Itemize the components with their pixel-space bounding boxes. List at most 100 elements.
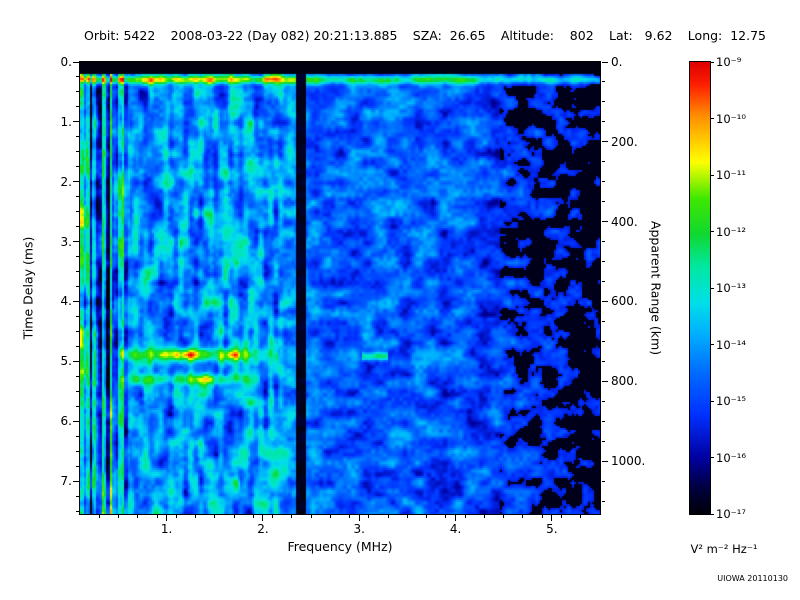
x-tick (455, 515, 457, 521)
x-tick (262, 515, 264, 521)
colorbar-tick-label: 10⁻¹⁴ (716, 337, 746, 352)
y-minor-tick (76, 151, 79, 153)
x-minor-tick (522, 515, 524, 518)
spectrogram-canvas (80, 62, 600, 514)
y-tick (73, 300, 79, 302)
colorbar-tick (710, 457, 714, 458)
y-minor-tick (76, 286, 79, 287)
y-tick (73, 360, 79, 362)
header-long: Long: 12.75 (687, 28, 766, 43)
x-minor-tick (233, 515, 235, 518)
y-minor-tick (76, 256, 79, 258)
x-axis-title: Frequency (MHz) (287, 539, 393, 554)
y-minor-tick (76, 271, 79, 273)
header-sza: SZA: 26.65 (412, 28, 486, 43)
y-minor-tick (76, 435, 79, 437)
y2-tick-label: 0. (611, 55, 623, 69)
x-tick (166, 515, 168, 521)
credit-label: UIOWA 20110130 (717, 574, 788, 583)
y2-tick-label: 200. (611, 134, 638, 149)
x-tick-label: 3. (353, 522, 365, 536)
colorbar-tick-label: 10⁻¹⁰ (716, 111, 746, 126)
y2-minor-tick (602, 480, 605, 482)
x-minor-tick (156, 515, 158, 518)
y-minor-tick (76, 345, 79, 347)
y2-tick (602, 380, 608, 382)
y-minor-tick (76, 390, 79, 392)
y-tick-label: 3. (60, 234, 72, 249)
y-tick-label: 5. (60, 354, 72, 369)
y-tick (73, 241, 79, 243)
x-minor-tick (426, 515, 428, 518)
x-minor-tick (445, 515, 447, 518)
x-minor-tick (137, 515, 139, 518)
header-line: Orbit: 5422 2008-03-22 (Day 082) 20:21:1… (84, 28, 766, 43)
colorbar-tick-label: 10⁻¹⁵ (716, 394, 746, 408)
y-minor-tick (76, 211, 79, 213)
colorbar-tick (710, 513, 714, 515)
colorbar-frame (689, 61, 711, 515)
y-minor-tick (76, 405, 79, 407)
y-tick (73, 480, 79, 482)
y-tick (73, 181, 79, 183)
y2-minor-tick (602, 420, 605, 422)
y2-minor-tick (602, 121, 605, 123)
x-minor-tick (580, 515, 582, 518)
y-minor-tick (76, 315, 79, 317)
x-minor-tick (214, 515, 216, 518)
x-minor-tick (252, 515, 254, 518)
y2-minor-tick (602, 161, 605, 163)
y2-minor-tick (602, 500, 605, 502)
x-minor-tick (464, 515, 466, 518)
x-minor-tick (98, 515, 100, 518)
y2-minor-tick (602, 181, 605, 183)
y2-minor-tick (602, 400, 605, 402)
colorbar-tick (710, 344, 714, 345)
y-tick (73, 61, 79, 63)
y2-minor-tick (602, 281, 605, 282)
y-minor-tick (76, 136, 79, 138)
y2-axis-title: Apparent Range (km) (648, 220, 664, 356)
y2-minor-tick (602, 101, 605, 103)
y2-minor-tick (602, 261, 605, 263)
y-tick-label: 6. (60, 414, 72, 429)
header-orbit: Orbit: 5422 (84, 28, 156, 43)
y-tick-label: 0. (60, 55, 72, 69)
colorbar-tick (710, 118, 714, 119)
x-minor-tick (310, 515, 312, 518)
x-minor-tick (503, 515, 505, 518)
y2-tick-label: 1000. (611, 454, 646, 469)
y-minor-tick (76, 226, 79, 228)
y-minor-tick (76, 510, 79, 512)
colorbar-canvas (690, 62, 710, 514)
y2-minor-tick (602, 320, 605, 322)
colorbar-tick-label: 10⁻¹² (716, 224, 746, 239)
y2-minor-tick (602, 340, 605, 342)
colorbar-tick-label: 10⁻¹¹ (716, 168, 746, 182)
x-minor-tick (195, 515, 197, 518)
x-tick-label: 2. (257, 522, 269, 536)
y2-tick-label: 400. (611, 214, 638, 229)
y-minor-tick (76, 91, 79, 93)
y-axis-title: Time Delay (ms) (20, 236, 36, 340)
x-minor-tick (291, 515, 293, 518)
x-minor-tick (349, 515, 351, 518)
colorbar-tick (710, 231, 714, 232)
y-tick (73, 420, 79, 422)
y-tick (73, 121, 79, 123)
x-minor-tick (483, 515, 485, 518)
x-minor-tick (329, 515, 331, 518)
y-minor-tick (76, 166, 79, 168)
y2-minor-tick (602, 440, 605, 442)
y2-tick (602, 300, 608, 302)
y-minor-tick (76, 76, 79, 78)
x-tick-label: 1. (160, 522, 173, 536)
y-minor-tick (76, 106, 79, 108)
y-tick-label: 4. (60, 294, 72, 309)
x-minor-tick (560, 515, 562, 518)
colorbar-tick-label: 10⁻⁹ (716, 55, 742, 69)
y2-tick (602, 221, 608, 223)
colorbar-tick-label: 10⁻¹³ (716, 281, 746, 295)
colorbar-unit-label: V² m⁻² Hz⁻¹ (690, 542, 758, 556)
